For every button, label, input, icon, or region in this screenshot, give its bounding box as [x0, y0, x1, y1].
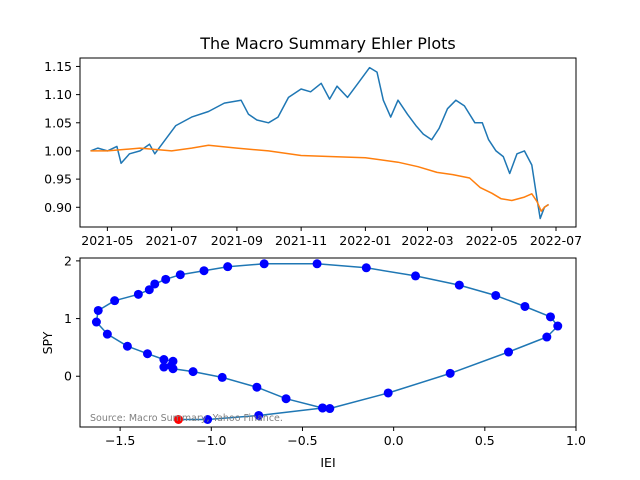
bottom-y-axis-label: SPY	[40, 331, 55, 354]
ehler-point	[122, 341, 132, 351]
ehler-point	[175, 270, 185, 280]
ehler-point	[254, 410, 264, 420]
top-x-tick-label: 2022-07	[530, 233, 582, 248]
top-x-tick-label: 2021-07	[146, 233, 198, 248]
ehler-point	[312, 259, 322, 269]
bottom-x-tick-label: 0.5	[475, 433, 495, 448]
top-y-tick-label: 0.90	[44, 200, 72, 215]
ehler-point	[318, 403, 328, 413]
bottom-axes: −1.5 −1.0 −0.5 0.0 0.5 1.0 0 1 2 Source: Macro …	[40, 253, 586, 470]
ehler-point	[361, 263, 371, 273]
bottom-y-tick-label: 0	[64, 369, 72, 384]
ehler-point	[520, 301, 530, 311]
top-x-tick-label: 2022-03	[401, 233, 453, 248]
ehler-point	[411, 271, 421, 281]
ehler-point	[110, 296, 120, 306]
ehler-point	[281, 394, 291, 404]
bottom-plot-group	[91, 259, 563, 425]
ehler-point	[325, 404, 335, 414]
top-x-ticks: 2021-05 2021-07 2021-09 2021-11 2022-01 2022-…	[81, 227, 582, 248]
ehler-point	[142, 349, 152, 359]
ehler-point	[217, 372, 227, 382]
bottom-x-tick-label: 0.0	[384, 433, 404, 448]
ehler-point	[445, 368, 455, 378]
top-y-tick-label: 1.05	[44, 115, 72, 130]
top-x-tick-label: 2021-09	[211, 233, 263, 248]
ehler-start-point	[173, 415, 183, 425]
ehler-point	[223, 262, 233, 272]
bottom-y-tick-label: 1	[64, 311, 72, 326]
top-x-tick-label: 2021-05	[81, 233, 133, 248]
ehler-point	[252, 382, 262, 392]
bottom-y-tick-label: 2	[64, 253, 72, 268]
top-x-tick-label: 2021-11	[275, 233, 327, 248]
ehler-point	[161, 274, 171, 284]
bottom-x-axis-label: IEI	[320, 455, 335, 470]
top-y-tick-label: 0.95	[44, 172, 72, 187]
top-y-ticks: 0.90 0.95 1.00 1.05 1.10 1.15	[44, 59, 80, 215]
top-y-tick-label: 1.10	[44, 87, 72, 102]
ehler-point	[159, 355, 169, 365]
ehler-point	[383, 388, 393, 398]
chart-title: The Macro Summary Ehler Plots	[199, 34, 455, 53]
ehler-point	[133, 289, 143, 299]
top-y-tick-label: 1.15	[44, 59, 72, 74]
bottom-x-tick-label: −0.5	[287, 433, 317, 448]
ehler-point	[199, 266, 209, 276]
ehler-point	[168, 364, 178, 374]
ehler-point	[159, 362, 169, 372]
bottom-y-ticks: 0 1 2	[64, 253, 80, 384]
top-x-tick-label: 2022-01	[339, 233, 391, 248]
top-series-group	[90, 66, 550, 220]
source-annotation: Source: Macro Summary, Yahoo Finance.	[90, 413, 283, 424]
ehler-point	[542, 332, 552, 342]
bottom-x-tick-label: 1.0	[566, 433, 586, 448]
series-line-1	[90, 66, 550, 220]
ehler-point	[144, 285, 154, 295]
top-y-tick-label: 1.00	[44, 143, 72, 158]
ehler-point	[91, 317, 101, 327]
ehler-point	[259, 259, 269, 269]
top-axes-frame	[79, 57, 577, 228]
ehler-point	[102, 329, 112, 339]
bottom-x-tick-label: −1.0	[196, 433, 226, 448]
ehler-point	[491, 290, 501, 300]
ehler-point	[553, 321, 563, 331]
ehler-point	[545, 312, 555, 322]
ehler-point	[454, 280, 464, 290]
top-x-tick-label: 2022-05	[466, 233, 518, 248]
bottom-x-tick-label: −1.5	[105, 433, 135, 448]
ehler-point	[93, 305, 103, 315]
ehler-point	[150, 279, 160, 289]
bottom-x-ticks: −1.5 −1.0 −0.5 0.0 0.5 1.0	[105, 427, 586, 448]
bottom-axes-frame	[79, 257, 577, 428]
top-axes: 2021-05 2021-07 2021-09 2021-11 2022-01 2022-…	[44, 57, 582, 248]
ehler-point	[203, 415, 213, 425]
ehler-point	[188, 367, 198, 377]
ehler-point	[504, 347, 514, 357]
series-line-2	[90, 144, 550, 212]
